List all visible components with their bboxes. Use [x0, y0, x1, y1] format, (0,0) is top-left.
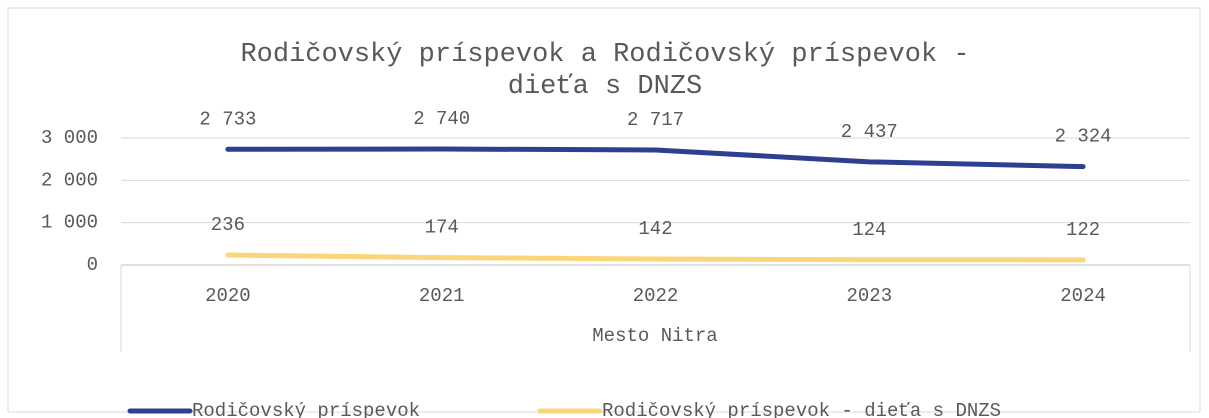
data-label: 236 [211, 214, 245, 236]
data-label: 2 717 [627, 109, 684, 131]
legend-label: Rodičovský príspevok [192, 400, 420, 418]
chart-title: dieťa s DNZS [508, 72, 702, 102]
x-tick-label: 2021 [419, 285, 465, 307]
data-label: 2 733 [199, 108, 256, 130]
chart-title: Rodičovský príspevok a Rodičovský príspe… [240, 40, 969, 70]
data-label: 122 [1066, 219, 1100, 241]
y-tick-label: 0 [87, 254, 98, 276]
series-line [225, 146, 1086, 170]
data-label: 124 [852, 219, 886, 241]
x-tick-label: 2022 [633, 285, 679, 307]
series-line [225, 252, 1086, 263]
y-tick-label: 1 000 [41, 212, 98, 234]
y-tick-label: 2 000 [41, 169, 98, 191]
chart-frame [7, 7, 1201, 413]
data-label: 2 437 [841, 121, 898, 143]
data-label: 2 740 [413, 108, 470, 130]
x-tick-label: 2020 [205, 285, 251, 307]
x-tick-label: 2023 [846, 285, 892, 307]
data-label: 174 [425, 217, 459, 239]
legend-label: Rodičovský príspevok - dieťa s DNZS [602, 400, 1001, 418]
x-group-label: Mesto Nitra [592, 325, 717, 347]
x-tick-label: 2024 [1060, 285, 1106, 307]
data-label: 142 [638, 218, 672, 240]
data-label: 2 324 [1055, 126, 1112, 148]
y-tick-label: 3 000 [41, 127, 98, 149]
